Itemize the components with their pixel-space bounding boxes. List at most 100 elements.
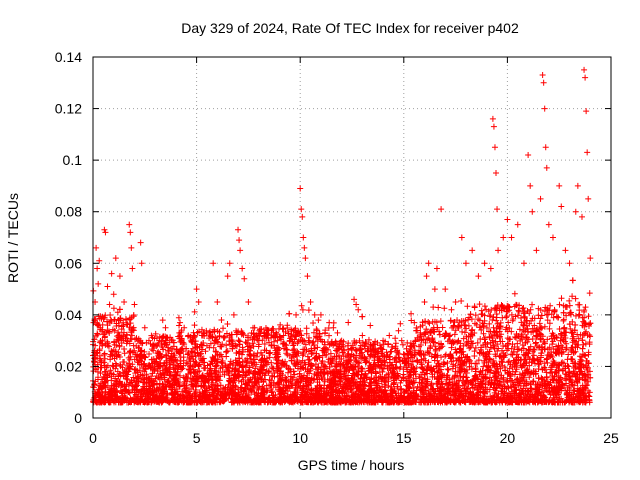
data-point bbox=[185, 350, 192, 357]
data-point bbox=[124, 331, 131, 338]
data-point bbox=[141, 324, 148, 331]
data-point bbox=[308, 345, 315, 352]
data-point bbox=[246, 364, 253, 371]
data-point bbox=[403, 345, 410, 352]
data-point bbox=[102, 229, 109, 236]
data-point bbox=[416, 373, 423, 380]
data-point bbox=[337, 381, 344, 388]
data-point bbox=[147, 364, 154, 371]
data-point bbox=[196, 367, 203, 374]
data-point bbox=[207, 340, 214, 347]
data-point bbox=[242, 357, 249, 364]
data-point bbox=[513, 351, 520, 358]
data-point bbox=[422, 339, 429, 346]
data-point bbox=[511, 290, 518, 297]
data-point bbox=[483, 324, 490, 331]
data-point bbox=[388, 348, 395, 355]
data-point bbox=[458, 234, 465, 241]
data-point bbox=[218, 317, 225, 324]
data-point bbox=[183, 389, 190, 396]
data-point bbox=[455, 324, 462, 331]
data-point bbox=[480, 323, 487, 330]
data-point bbox=[93, 332, 100, 339]
data-point bbox=[455, 337, 462, 344]
data-point bbox=[271, 370, 278, 377]
data-point bbox=[175, 314, 182, 321]
data-point bbox=[303, 330, 310, 337]
data-point bbox=[183, 374, 190, 381]
data-point bbox=[263, 335, 270, 342]
data-point bbox=[534, 381, 541, 388]
data-point bbox=[504, 392, 511, 399]
data-point bbox=[195, 328, 202, 335]
data-point bbox=[212, 363, 219, 370]
data-point bbox=[101, 351, 108, 358]
data-point bbox=[321, 339, 328, 346]
data-point bbox=[248, 360, 255, 367]
data-point bbox=[303, 325, 310, 332]
data-point bbox=[539, 72, 546, 79]
data-point bbox=[224, 273, 231, 280]
data-point bbox=[386, 359, 393, 366]
data-point bbox=[582, 304, 589, 311]
data-point bbox=[91, 336, 98, 343]
data-point bbox=[203, 329, 210, 336]
data-point bbox=[468, 338, 475, 345]
data-point bbox=[309, 349, 316, 356]
data-point bbox=[297, 185, 304, 192]
data-point bbox=[544, 317, 551, 324]
data-point bbox=[241, 275, 248, 282]
data-point bbox=[476, 301, 483, 308]
data-point bbox=[197, 356, 204, 363]
data-point bbox=[254, 385, 261, 392]
data-point bbox=[340, 353, 347, 360]
data-point bbox=[569, 335, 576, 342]
data-point bbox=[565, 351, 572, 358]
data-point bbox=[518, 391, 525, 398]
data-point bbox=[161, 341, 168, 348]
data-point bbox=[525, 151, 532, 158]
data-point bbox=[310, 338, 317, 345]
data-point bbox=[235, 226, 242, 233]
data-point bbox=[235, 337, 242, 344]
data-point bbox=[280, 325, 287, 332]
data-point bbox=[110, 382, 117, 389]
data-point bbox=[553, 364, 560, 371]
data-point bbox=[93, 244, 100, 251]
data-point bbox=[347, 386, 354, 393]
data-point bbox=[582, 330, 589, 337]
data-point bbox=[508, 234, 515, 241]
data-point bbox=[527, 306, 534, 313]
data-point bbox=[118, 339, 125, 346]
data-point bbox=[419, 365, 426, 372]
data-point bbox=[299, 213, 306, 220]
data-point bbox=[242, 372, 249, 379]
data-point bbox=[238, 351, 245, 358]
data-point bbox=[549, 341, 556, 348]
data-point bbox=[298, 302, 305, 309]
data-point bbox=[470, 384, 477, 391]
data-point bbox=[365, 368, 372, 375]
data-point bbox=[532, 360, 539, 367]
data-point bbox=[98, 364, 105, 371]
data-point bbox=[471, 353, 478, 360]
data-point bbox=[444, 366, 451, 373]
data-point bbox=[446, 337, 453, 344]
data-point bbox=[520, 322, 527, 329]
data-point bbox=[534, 357, 541, 364]
data-point bbox=[462, 260, 469, 267]
data-point bbox=[146, 350, 153, 357]
data-point bbox=[302, 255, 309, 262]
data-point bbox=[166, 361, 173, 368]
data-point bbox=[456, 364, 463, 371]
data-point bbox=[566, 310, 573, 317]
data-point bbox=[448, 344, 455, 351]
data-point bbox=[195, 298, 202, 305]
data-point bbox=[282, 328, 289, 335]
data-point bbox=[132, 370, 139, 377]
data-point bbox=[461, 329, 468, 336]
data-point bbox=[337, 368, 344, 375]
data-point bbox=[240, 331, 247, 338]
data-point bbox=[267, 385, 274, 392]
